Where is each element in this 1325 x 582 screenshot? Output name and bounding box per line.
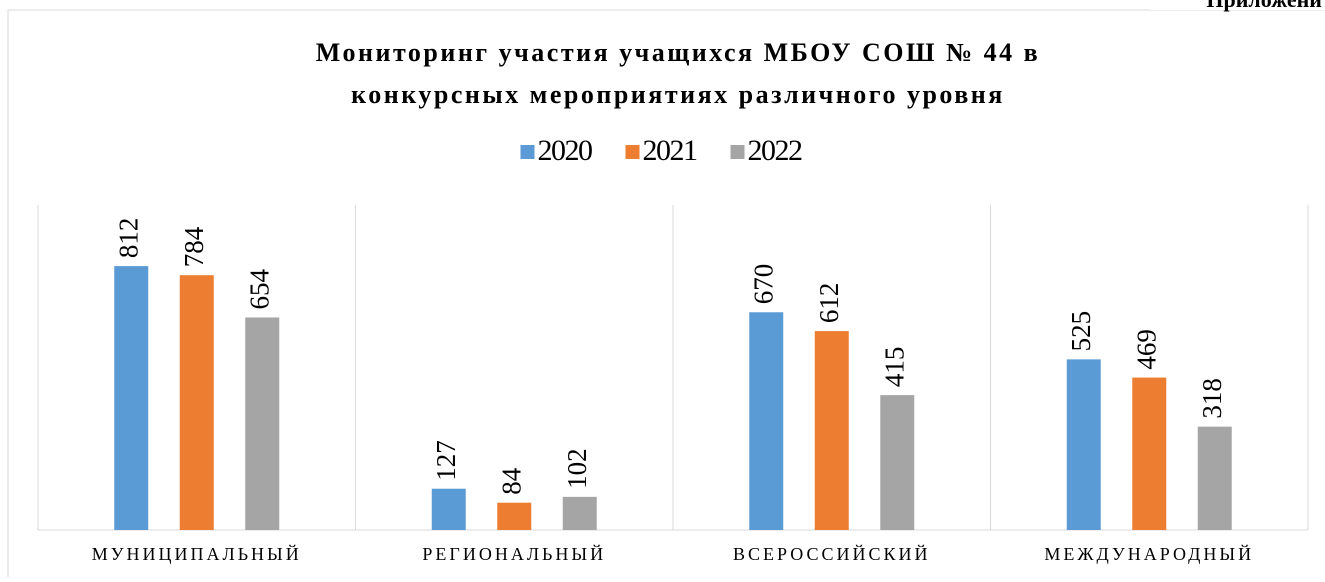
bar xyxy=(114,266,149,530)
bar xyxy=(179,275,214,530)
bar xyxy=(1197,426,1232,530)
bar xyxy=(880,395,915,530)
legend-label: 2020 xyxy=(538,134,593,167)
data-label: 102 xyxy=(562,448,592,489)
legend-label: 2022 xyxy=(748,134,803,167)
bar xyxy=(1132,377,1167,530)
x-tick-label: РЕГИОНАЛЬНЫЙ xyxy=(422,544,606,564)
chart-frame xyxy=(7,9,1325,582)
bar xyxy=(749,312,784,530)
bar xyxy=(431,488,466,530)
header-bg xyxy=(1150,0,1325,10)
bar xyxy=(562,496,597,530)
legend-swatch xyxy=(625,145,640,159)
data-label: 525 xyxy=(1066,311,1096,352)
bar xyxy=(1066,359,1101,530)
page-header: Приложени xyxy=(1206,0,1322,12)
bar xyxy=(245,317,280,530)
bar xyxy=(814,331,849,530)
x-tick-label: МУНИЦИПАЛЬНЫЙ xyxy=(92,544,302,564)
chart-title: конкурсных мероприятиях различного уровн… xyxy=(351,80,1005,109)
legend-label: 2021 xyxy=(643,134,698,167)
chart-title: Мониторинг участия учащихся МБОУ СОШ № 4… xyxy=(316,38,1040,67)
data-label: 670 xyxy=(748,264,778,305)
x-tick-label: ВСЕРОССИЙСКИЙ xyxy=(733,544,930,564)
data-label: 812 xyxy=(113,218,143,259)
data-label: 784 xyxy=(179,226,209,267)
data-label: 654 xyxy=(244,268,274,309)
legend-swatch xyxy=(730,145,745,159)
bar xyxy=(497,502,532,530)
legend-swatch xyxy=(520,145,535,159)
data-label: 127 xyxy=(431,440,461,481)
data-label: 84 xyxy=(496,467,526,495)
x-tick-label: МЕЖДУНАРОДНЫЙ xyxy=(1044,544,1254,564)
data-label: 415 xyxy=(879,347,909,388)
data-label: 612 xyxy=(814,283,844,324)
data-label: 469 xyxy=(1131,329,1161,370)
data-label: 318 xyxy=(1197,378,1227,419)
